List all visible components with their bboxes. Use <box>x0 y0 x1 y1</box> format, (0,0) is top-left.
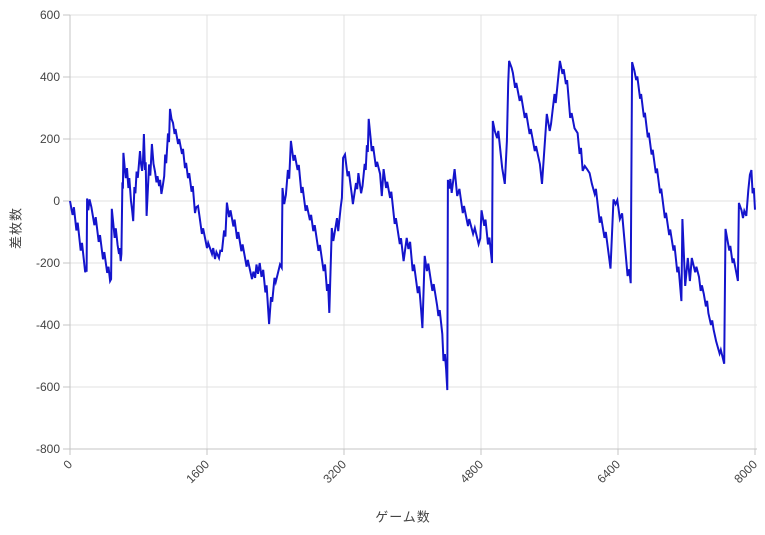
x-tick-label: 1600 <box>183 457 212 486</box>
x-tick-label: 4800 <box>457 457 486 486</box>
x-tick-label: 3200 <box>320 457 349 486</box>
series-line <box>69 60 756 391</box>
y-tick-label: -800 <box>36 442 60 456</box>
y-tick-label: 0 <box>53 194 60 208</box>
x-axis-title: ゲーム数 <box>375 509 431 525</box>
y-tick-label: 200 <box>40 132 60 146</box>
y-tick-label: 400 <box>40 70 60 84</box>
x-tick-label: 6400 <box>594 457 623 486</box>
y-tick-label: 600 <box>40 8 60 22</box>
y-tick-label: -600 <box>36 380 60 394</box>
x-tick-label: 8000 <box>731 457 760 486</box>
y-tick-label: -400 <box>36 318 60 332</box>
y-axis-title: 差枚数 <box>8 206 24 250</box>
x-tick-label: 0 <box>60 457 75 472</box>
y-tick-label: -200 <box>36 256 60 270</box>
